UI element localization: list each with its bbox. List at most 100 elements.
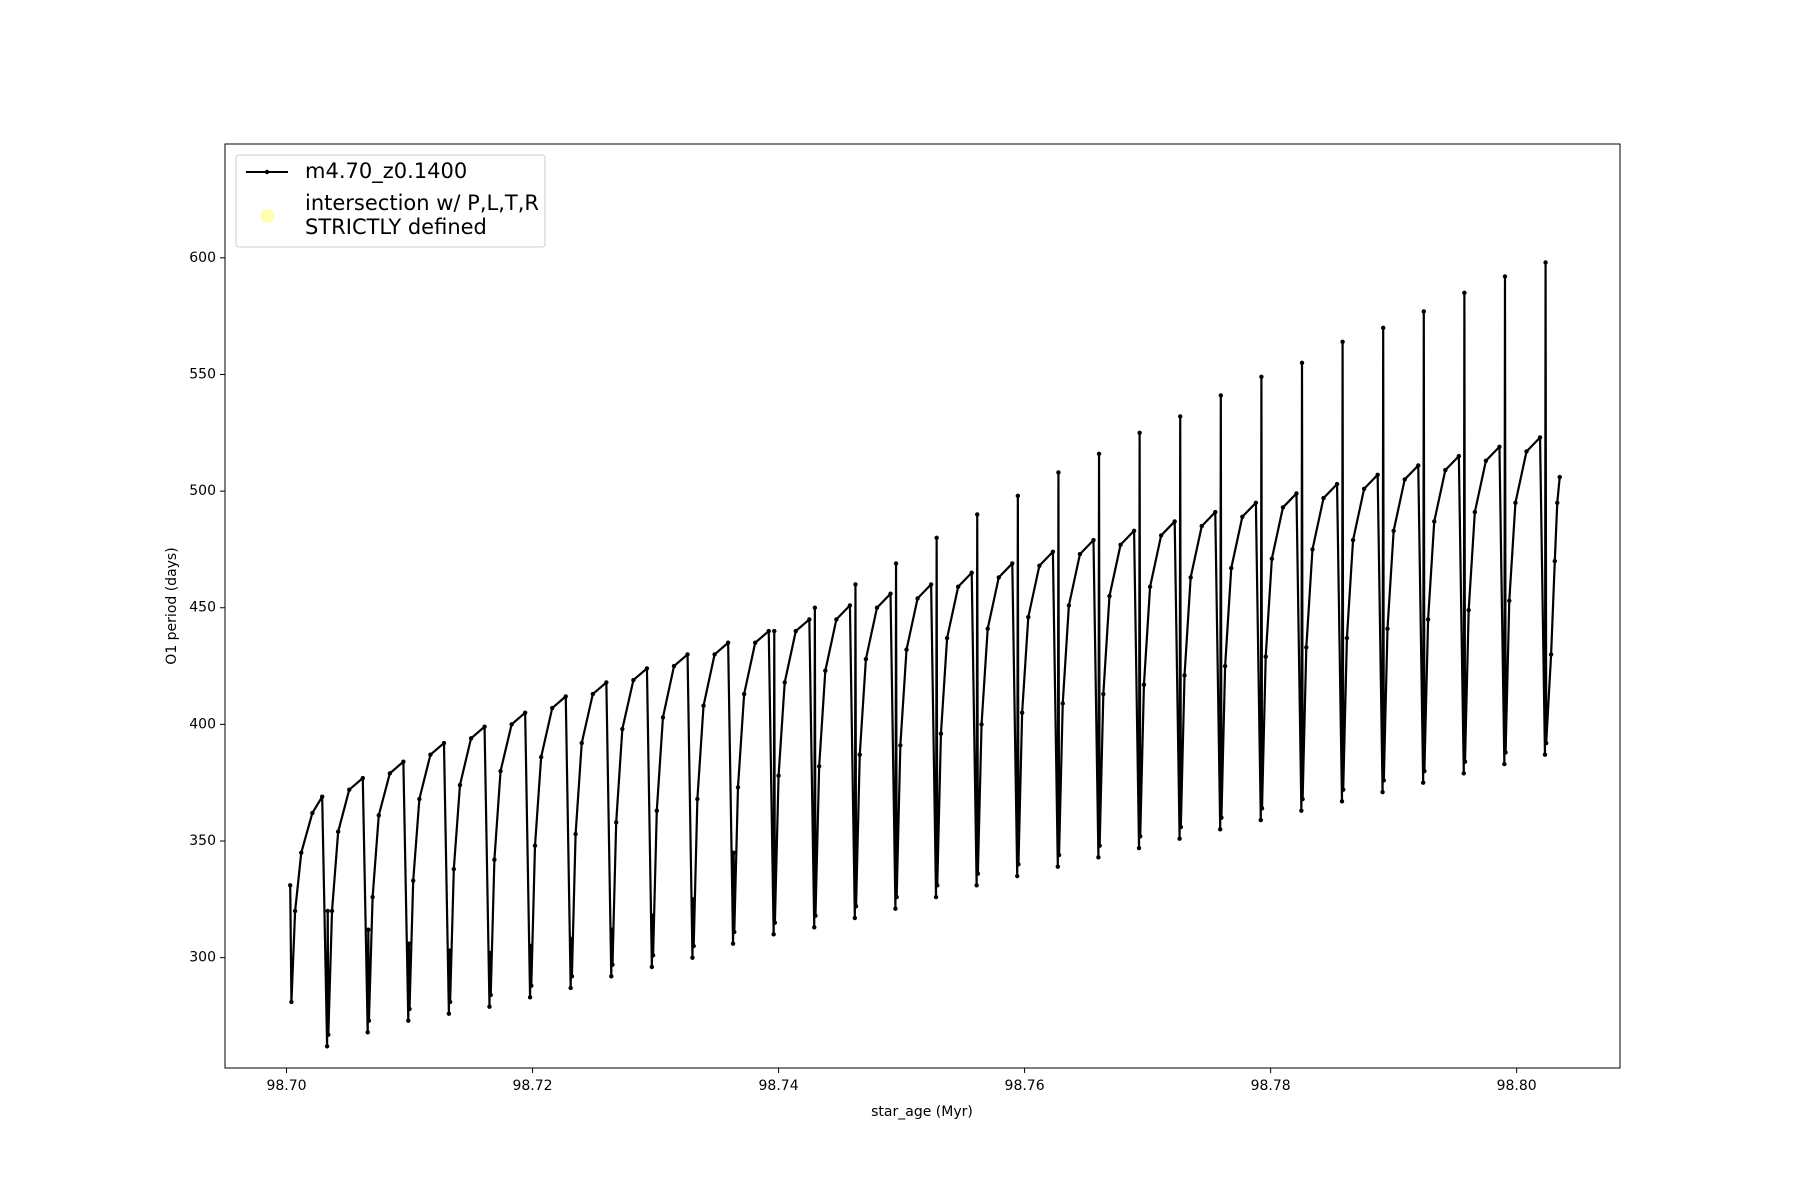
point-marker	[812, 605, 818, 610]
point-marker	[1552, 558, 1558, 564]
point-marker	[417, 796, 422, 802]
point-marker	[650, 913, 655, 918]
point-marker	[725, 640, 731, 645]
point-marker	[1240, 514, 1245, 519]
point-marker	[319, 794, 325, 799]
point-marker	[370, 894, 375, 900]
legend-label: intersection w/ P,L,T,R STRICTLY defined	[305, 191, 539, 239]
legend-box	[235, 154, 546, 248]
point-marker	[934, 535, 939, 540]
point-marker	[975, 512, 980, 517]
point-marker	[1177, 836, 1182, 841]
point-marker	[1416, 463, 1421, 468]
point-marker	[492, 857, 497, 862]
point-marker	[1280, 505, 1286, 510]
point-marker	[407, 1006, 412, 1012]
point-marker	[1466, 607, 1471, 613]
point-marker	[793, 628, 798, 634]
point-marker	[1502, 274, 1508, 279]
point-marker	[874, 605, 880, 610]
point-marker	[1015, 873, 1020, 879]
point-marker	[573, 831, 578, 837]
point-marker	[1172, 519, 1177, 524]
plot-frame	[224, 143, 1621, 1069]
point-marker	[741, 691, 747, 697]
point-marker	[933, 894, 939, 900]
point-marker	[447, 999, 453, 1005]
point-marker	[1219, 815, 1224, 820]
point-marker	[1299, 360, 1305, 366]
x-tick-label: 98.70	[266, 1078, 306, 1094]
point-marker	[1483, 458, 1489, 463]
point-marker	[1258, 817, 1263, 823]
x-tick-label: 98.80	[1497, 1078, 1537, 1094]
point-marker	[1199, 523, 1204, 529]
point-marker	[752, 640, 758, 645]
point-marker	[732, 929, 737, 935]
point-marker	[1425, 617, 1431, 622]
point-marker	[969, 570, 974, 575]
point-marker	[1462, 759, 1468, 764]
x-tick-label: 98.76	[1005, 1078, 1045, 1094]
point-marker	[1218, 393, 1224, 398]
point-marker	[487, 1004, 492, 1009]
point-marker	[772, 920, 778, 925]
point-marker	[1056, 852, 1062, 858]
point-marker	[1269, 556, 1275, 561]
point-marker	[387, 771, 393, 776]
point-marker	[1334, 481, 1340, 487]
legend-marker	[260, 209, 274, 223]
point-marker	[731, 850, 736, 855]
point-marker	[776, 773, 781, 778]
point-marker	[1380, 325, 1386, 331]
point-marker	[847, 603, 853, 608]
point-marker	[1375, 472, 1380, 477]
point-marker	[660, 715, 666, 720]
point-marker	[813, 913, 818, 918]
point-marker	[685, 652, 690, 657]
legend-label: m4.70_z0.1400	[305, 159, 467, 184]
point-marker	[996, 575, 1001, 580]
point-marker	[1055, 864, 1061, 869]
point-marker	[1263, 654, 1268, 659]
point-marker	[695, 796, 700, 802]
point-marker	[428, 752, 433, 757]
point-marker	[1213, 509, 1218, 515]
point-marker	[772, 628, 777, 634]
point-marker	[441, 740, 447, 746]
point-marker	[1016, 862, 1021, 867]
point-marker	[1557, 474, 1562, 480]
point-marker	[631, 677, 636, 683]
point-marker	[360, 775, 365, 781]
point-marker	[1456, 453, 1462, 459]
point-marker	[468, 736, 474, 741]
point-marker	[671, 663, 677, 669]
point-marker	[1462, 290, 1467, 296]
point-marker	[498, 768, 503, 774]
point-marker	[1217, 827, 1223, 832]
point-marker	[1341, 787, 1346, 792]
point-marker	[1472, 509, 1478, 515]
point-marker	[1131, 528, 1137, 533]
point-marker	[1542, 752, 1548, 757]
point-marker	[1188, 575, 1193, 580]
point-marker	[1229, 565, 1234, 571]
point-marker	[1137, 430, 1142, 435]
point-marker	[1543, 260, 1548, 265]
point-marker	[1222, 663, 1228, 669]
point-marker	[985, 626, 990, 631]
point-marker	[1310, 547, 1315, 552]
point-marker	[1026, 614, 1031, 620]
point-marker	[1147, 584, 1153, 589]
point-marker	[1555, 500, 1560, 505]
point-marker	[1259, 374, 1264, 380]
point-marker	[649, 964, 655, 970]
point-marker	[1253, 500, 1259, 505]
point-marker	[569, 974, 575, 979]
point-marker	[451, 866, 457, 872]
point-marker	[401, 759, 406, 764]
point-marker	[1402, 477, 1407, 482]
point-marker	[446, 1011, 452, 1016]
point-marker	[1141, 682, 1147, 687]
